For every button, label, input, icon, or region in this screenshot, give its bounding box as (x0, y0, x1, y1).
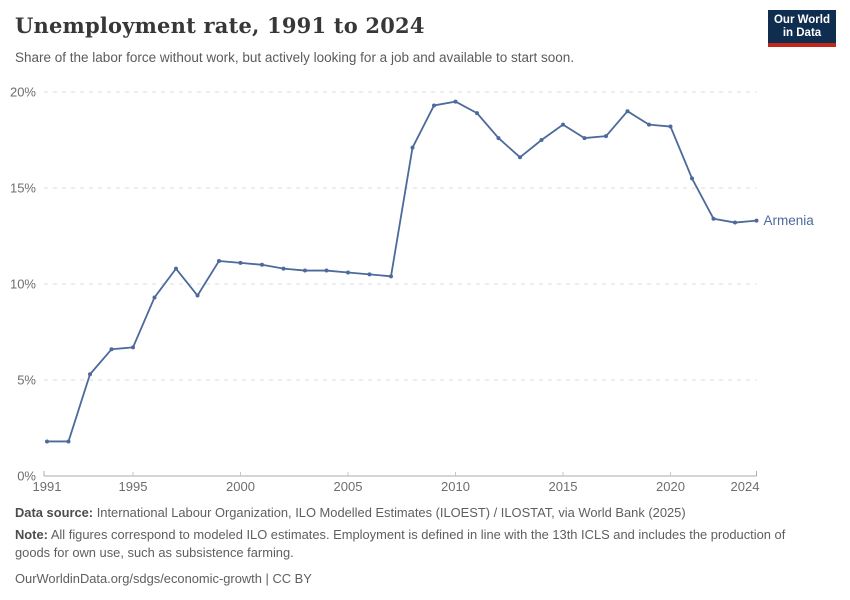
data-point[interactable] (45, 439, 49, 444)
data-point[interactable] (152, 295, 157, 300)
data-point[interactable] (324, 268, 329, 273)
data-point[interactable] (561, 122, 565, 127)
data-source-label: Data source: (15, 505, 94, 520)
data-point[interactable] (453, 99, 458, 104)
data-source-line: Data source: International Labour Organi… (15, 504, 797, 522)
x-axis-tick-label: 2005 (334, 479, 363, 494)
data-point[interactable] (410, 145, 415, 150)
data-point[interactable] (496, 136, 501, 141)
x-axis-tick-label: 2020 (656, 479, 685, 494)
owid-logo-line1: Our World (773, 13, 830, 26)
data-point[interactable] (539, 138, 544, 142)
data-point[interactable] (260, 262, 264, 267)
data-point[interactable] (303, 268, 307, 273)
chart-subtitle: Share of the labor force without work, b… (15, 50, 575, 65)
data-point[interactable] (582, 136, 587, 141)
y-axis-tick-label: 5% (17, 373, 36, 388)
data-point[interactable] (432, 103, 436, 108)
data-point[interactable] (367, 272, 372, 277)
y-axis-tick-label: 15% (10, 181, 36, 196)
data-point[interactable] (217, 258, 221, 263)
data-point[interactable] (195, 293, 200, 298)
data-line[interactable] (46, 100, 758, 443)
data-point[interactable] (690, 176, 694, 181)
citation-separator: | (265, 571, 269, 586)
note-line: Note: All figures correspond to modeled … (15, 526, 797, 562)
data-point[interactable] (238, 260, 243, 265)
data-point[interactable] (668, 124, 673, 129)
data-point[interactable] (131, 345, 135, 350)
data-point[interactable] (109, 347, 114, 352)
note-label: Note: (15, 527, 48, 542)
y-axis-tick-label: 10% (10, 277, 36, 292)
x-axis-tick-label: 2000 (226, 479, 255, 494)
data-point[interactable] (625, 109, 630, 114)
data-point[interactable] (475, 111, 479, 116)
data-point[interactable] (281, 266, 286, 271)
x-axis-tick-label: 1991 (33, 479, 62, 494)
data-point[interactable] (733, 220, 737, 225)
owid-logo-line2: in Data (782, 26, 822, 39)
data-point[interactable] (518, 155, 522, 160)
x-axis-tick-label: 1995 (119, 479, 148, 494)
data-point[interactable] (711, 216, 716, 221)
x-axis-tick-label: 2015 (549, 479, 578, 494)
x-axis-tick-label: 2010 (441, 479, 470, 494)
data-point[interactable] (346, 270, 350, 275)
data-point[interactable] (88, 372, 92, 377)
license-link[interactable]: CC BY (272, 571, 312, 586)
line-chart-canvas[interactable]: 0% 5% 10% 15% 20% 1991 1995 2000 2005 2010 2015 202… (0, 80, 850, 500)
page-title: Unemployment rate, 1991 to 2024 (15, 13, 425, 38)
y-axis-tick-label: 0% (17, 469, 36, 484)
y-axis-tick-label: 20% (10, 85, 36, 100)
owid-url-link[interactable]: OurWorldinData.org/sdgs/economic-growth (15, 571, 262, 586)
data-point[interactable] (647, 122, 651, 127)
data-source-text: International Labour Organization, ILO M… (96, 505, 686, 520)
citation-line: OurWorldinData.org/sdgs/economic-growth … (15, 570, 797, 588)
data-point[interactable] (389, 274, 393, 279)
chart-footer: Data source: International Labour Organi… (15, 504, 797, 588)
data-point[interactable] (604, 134, 608, 139)
x-axis-tick-label: 2024 (731, 479, 760, 494)
data-point[interactable] (66, 439, 71, 444)
series-label: Armenia (764, 213, 815, 228)
data-point[interactable] (174, 266, 178, 271)
owid-logo[interactable]: Our World in Data (768, 10, 836, 47)
note-text: All figures correspond to modeled ILO es… (15, 527, 786, 560)
data-point[interactable] (754, 218, 759, 223)
